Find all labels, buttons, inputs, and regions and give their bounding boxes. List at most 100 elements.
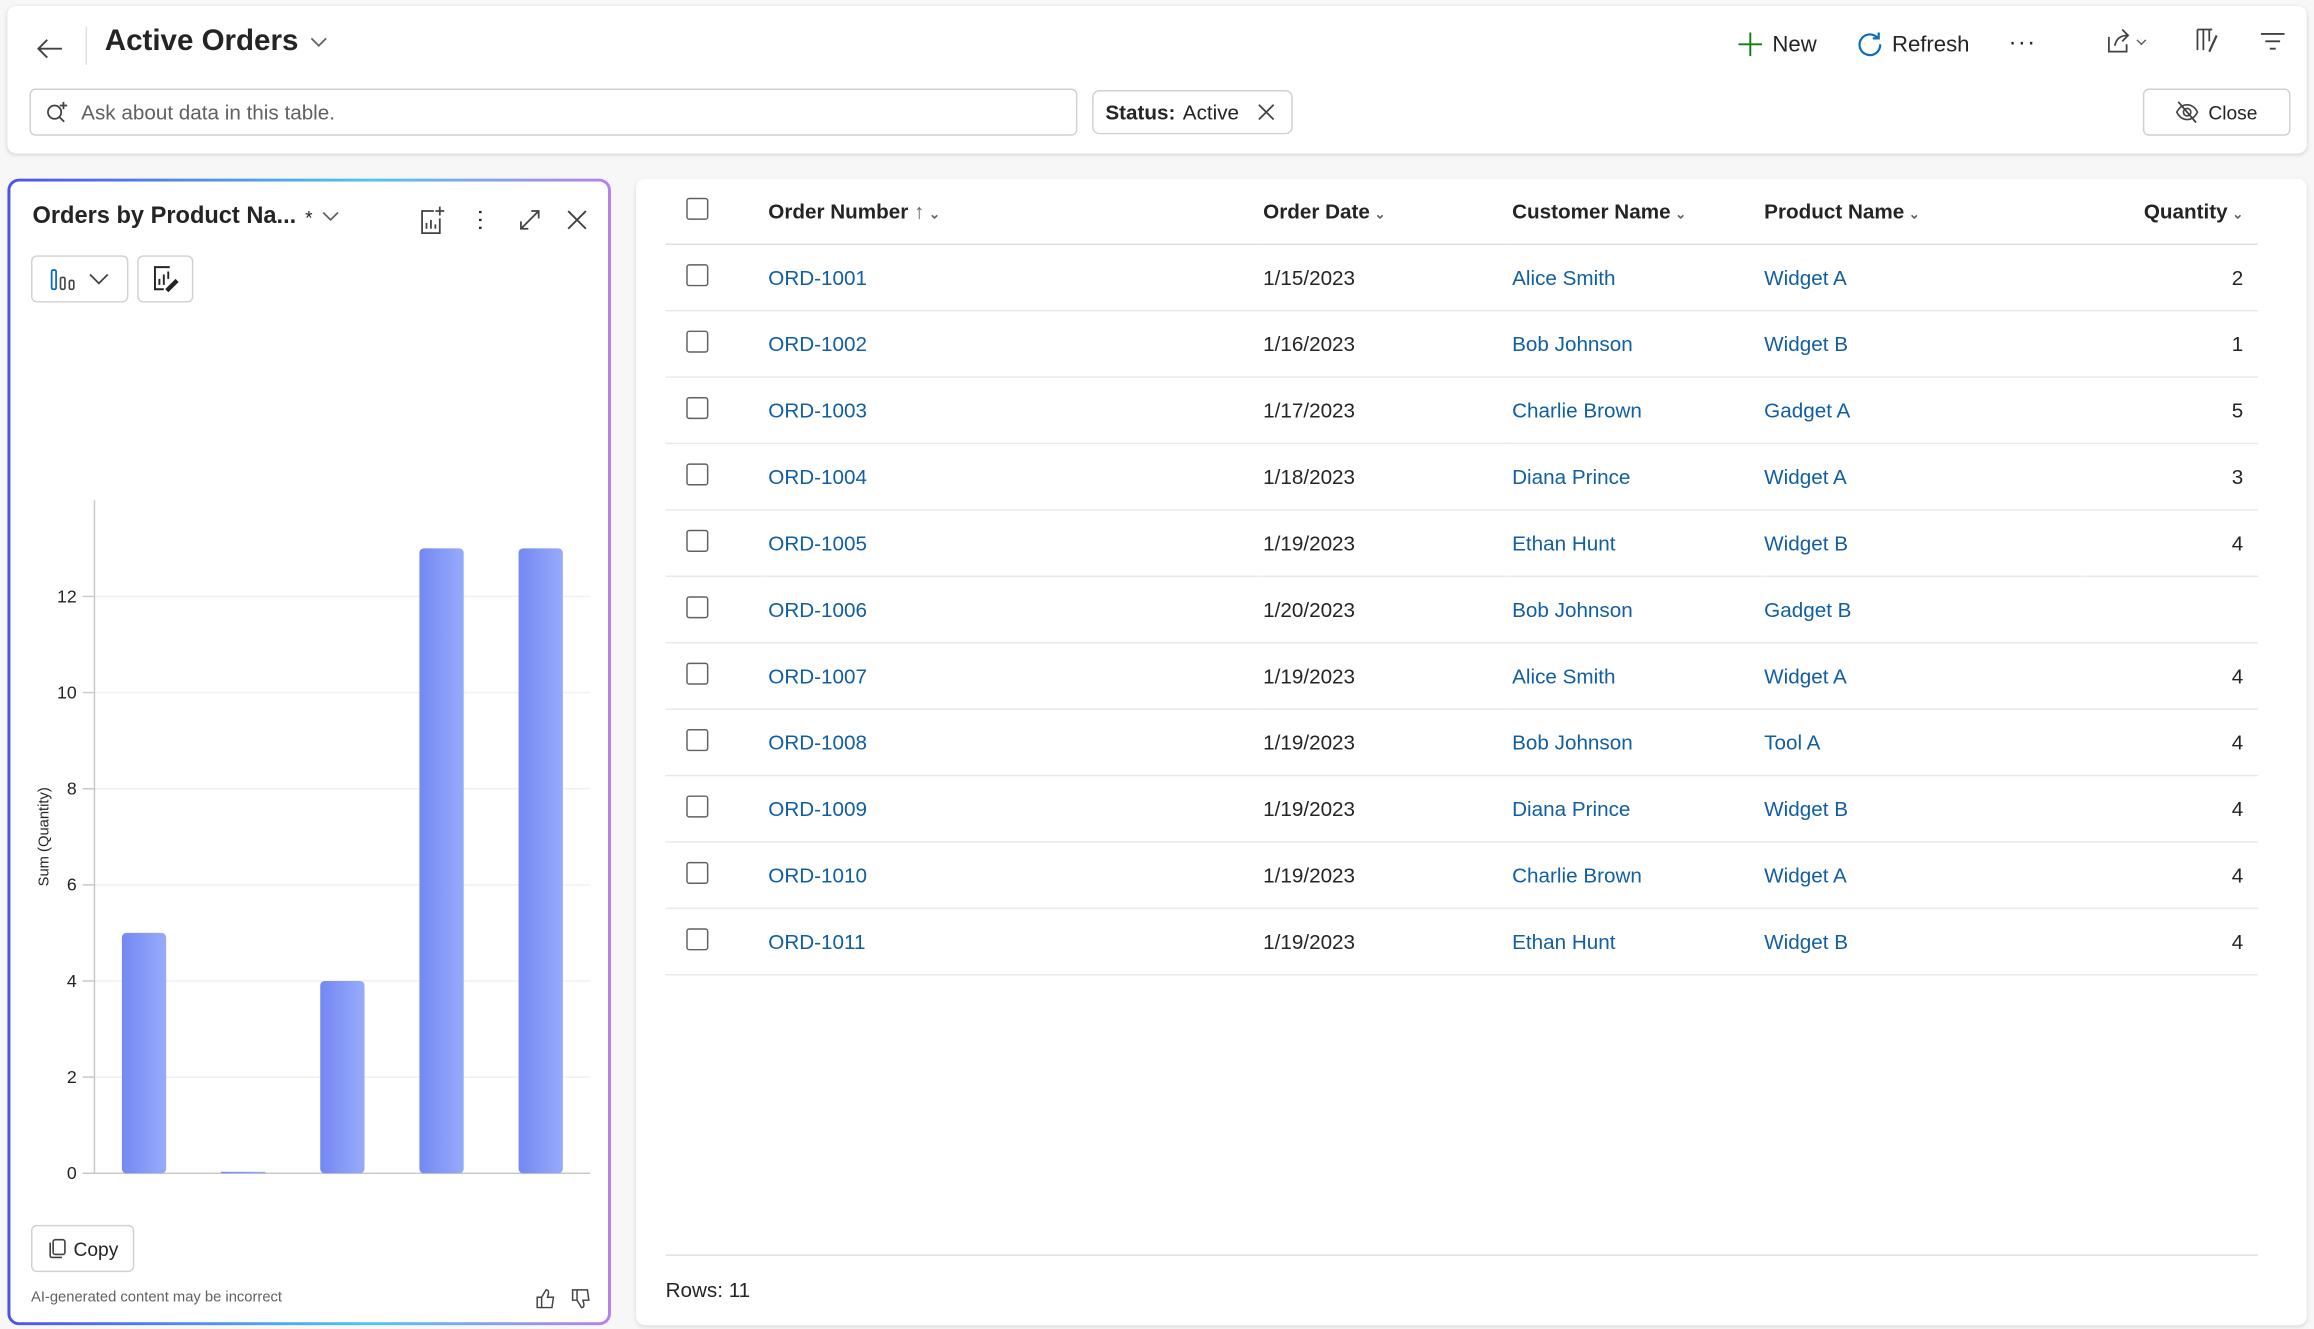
unsaved-marker: * [305,205,313,229]
column-header-customer-name[interactable]: Customer Name ⌄ [1510,178,1763,245]
chart-more-button[interactable]: ··· [465,202,495,237]
close-ask-button[interactable]: Close [2142,88,2291,136]
customer-name-link[interactable]: Alice Smith [1512,265,1616,290]
row-checkbox[interactable] [686,529,709,552]
customer-name-link[interactable]: Diana Prince [1512,464,1631,489]
table-row[interactable]: ORD-1002 1/16/2023 Bob Johnson Widget B 1 [665,310,2258,378]
share-button[interactable] [2100,24,2153,59]
column-header-product-name[interactable]: Product Name ⌄ [1762,178,2081,245]
divider [665,1254,2258,1256]
edit-chart-button[interactable] [137,255,194,303]
column-header-order-number[interactable]: Order Number ↑ ⌄ [766,178,1262,245]
order-number-link[interactable]: ORD-1007 [768,664,868,688]
product-name-link[interactable]: Widget B [1764,796,1849,821]
order-number-link[interactable]: ORD-1001 [768,265,868,290]
customer-name-link[interactable]: Charlie Brown [1512,863,1642,887]
row-count: Rows: 11 [665,1278,751,1302]
order-number-link[interactable]: ORD-1002 [768,332,868,356]
chart-title-selector[interactable]: Orders by Product Na... * [32,204,339,231]
order-number-link[interactable]: ORD-1005 [768,531,868,555]
thumbs-up-button[interactable] [533,1285,560,1312]
filter-button[interactable] [2254,24,2292,59]
table-row[interactable]: ORD-1008 1/19/2023 Bob Johnson Tool A 4 [665,709,2258,777]
new-button[interactable]: New [1737,27,1817,62]
product-name-link[interactable]: Widget A [1764,664,1847,688]
chart-sparkle-icon [421,206,445,235]
refresh-button[interactable]: Refresh [1857,27,1970,62]
close-label: Close [2208,101,2258,124]
product-name-link[interactable]: Gadget A [1764,398,1851,423]
row-checkbox[interactable] [686,463,709,486]
row-checkbox[interactable] [686,264,709,287]
row-checkbox[interactable] [686,662,709,685]
ask-data-input[interactable] [78,98,1076,126]
row-checkbox[interactable] [686,795,709,818]
copy-label: Copy [73,1237,119,1260]
product-name-link[interactable]: Widget B [1764,929,1849,954]
order-number-link[interactable]: ORD-1003 [768,398,868,423]
customer-name-link[interactable]: Bob Johnson [1512,730,1633,755]
table-row[interactable]: ORD-1009 1/19/2023 Diana Prince Widget B 4 [665,775,2258,843]
order-date-cell: 1/20/2023 [1261,576,1511,644]
chevron-down-icon: ⌄ [1374,206,1386,222]
row-checkbox[interactable] [686,729,709,752]
customer-name-link[interactable]: Alice Smith [1512,664,1616,688]
table-row[interactable]: ORD-1001 1/15/2023 Alice Smith Widget A 2 [665,244,2258,312]
product-name-link[interactable]: Tool A [1764,730,1821,755]
y-tick-label: 2 [67,1067,77,1087]
product-name-link[interactable]: Widget B [1764,332,1849,356]
customer-name-cell: Bob Johnson [1510,709,1763,777]
close-chart-button[interactable] [559,202,594,237]
chart-panel: Orders by Product Na... * ··· 024681012G… [7,179,611,1326]
table-row[interactable]: ORD-1011 1/19/2023 Ethan Hunt Widget B 4 [665,908,2258,976]
product-name-link[interactable]: Gadget B [1764,597,1852,622]
edit-columns-button[interactable] [2189,24,2227,59]
y-tick-label: 0 [67,1163,77,1183]
table-row[interactable]: ORD-1004 1/18/2023 Diana Prince Widget A 3 [665,443,2258,511]
column-label: Customer Name [1512,199,1671,223]
thumbs-down-button[interactable] [568,1285,595,1312]
add-chart-to-view-button[interactable] [415,202,450,237]
customer-name-link[interactable]: Bob Johnson [1512,597,1633,622]
product-name-link[interactable]: Widget A [1764,863,1847,887]
select-all-checkbox[interactable] [686,197,709,220]
customer-name-link[interactable]: Ethan Hunt [1512,929,1616,954]
column-label: Order Number [768,199,909,223]
table-row[interactable]: ORD-1005 1/19/2023 Ethan Hunt Widget B 4 [665,509,2258,578]
chart-type-dropdown[interactable] [30,255,129,303]
view-selector[interactable]: Active Orders [105,25,328,59]
customer-name-link[interactable]: Ethan Hunt [1512,531,1616,555]
row-checkbox[interactable] [686,861,709,885]
more-options-button[interactable]: ··· [2009,27,2037,62]
copy-button[interactable]: Copy [30,1224,135,1273]
product-name-cell: Widget A [1762,841,2081,910]
expand-button[interactable] [512,202,547,237]
product-name-link[interactable]: Widget A [1764,265,1847,290]
row-checkbox[interactable] [686,396,709,420]
remove-filter-button[interactable] [1252,99,1279,126]
product-name-link[interactable]: Widget B [1764,531,1849,555]
table-row[interactable]: ORD-1003 1/17/2023 Charlie Brown Gadget A 5 [665,377,2258,445]
quantity: 4 [2231,531,2244,555]
table-row[interactable]: ORD-1007 1/19/2023 Alice Smith Widget A 4 [665,642,2258,710]
customer-name-link[interactable]: Diana Prince [1512,796,1631,821]
order-number-link[interactable]: ORD-1008 [768,730,868,755]
order-number-link[interactable]: ORD-1006 [768,597,868,622]
product-name-link[interactable]: Widget A [1764,464,1847,489]
customer-name-link[interactable]: Charlie Brown [1512,398,1642,423]
row-checkbox[interactable] [686,928,709,951]
order-number-link[interactable]: ORD-1009 [768,796,868,821]
order-number-link[interactable]: ORD-1010 [768,863,868,887]
order-number-link[interactable]: ORD-1011 [768,929,866,954]
order-date-cell: 1/19/2023 [1261,709,1511,777]
column-header-quantity[interactable]: Quantity ⌄ [2080,178,2258,245]
customer-name-link[interactable]: Bob Johnson [1512,332,1633,356]
table-row[interactable]: ORD-1006 1/20/2023 Bob Johnson Gadget B [665,576,2258,644]
back-button[interactable] [34,32,66,64]
column-header-order-date[interactable]: Order Date ⌄ [1261,178,1511,245]
row-checkbox[interactable] [686,596,709,619]
chart-title: Orders by Product Na... [32,203,297,229]
order-number-link[interactable]: ORD-1004 [768,464,868,489]
row-checkbox[interactable] [686,330,709,353]
table-row[interactable]: ORD-1010 1/19/2023 Charlie Brown Widget A 4 [665,841,2258,910]
